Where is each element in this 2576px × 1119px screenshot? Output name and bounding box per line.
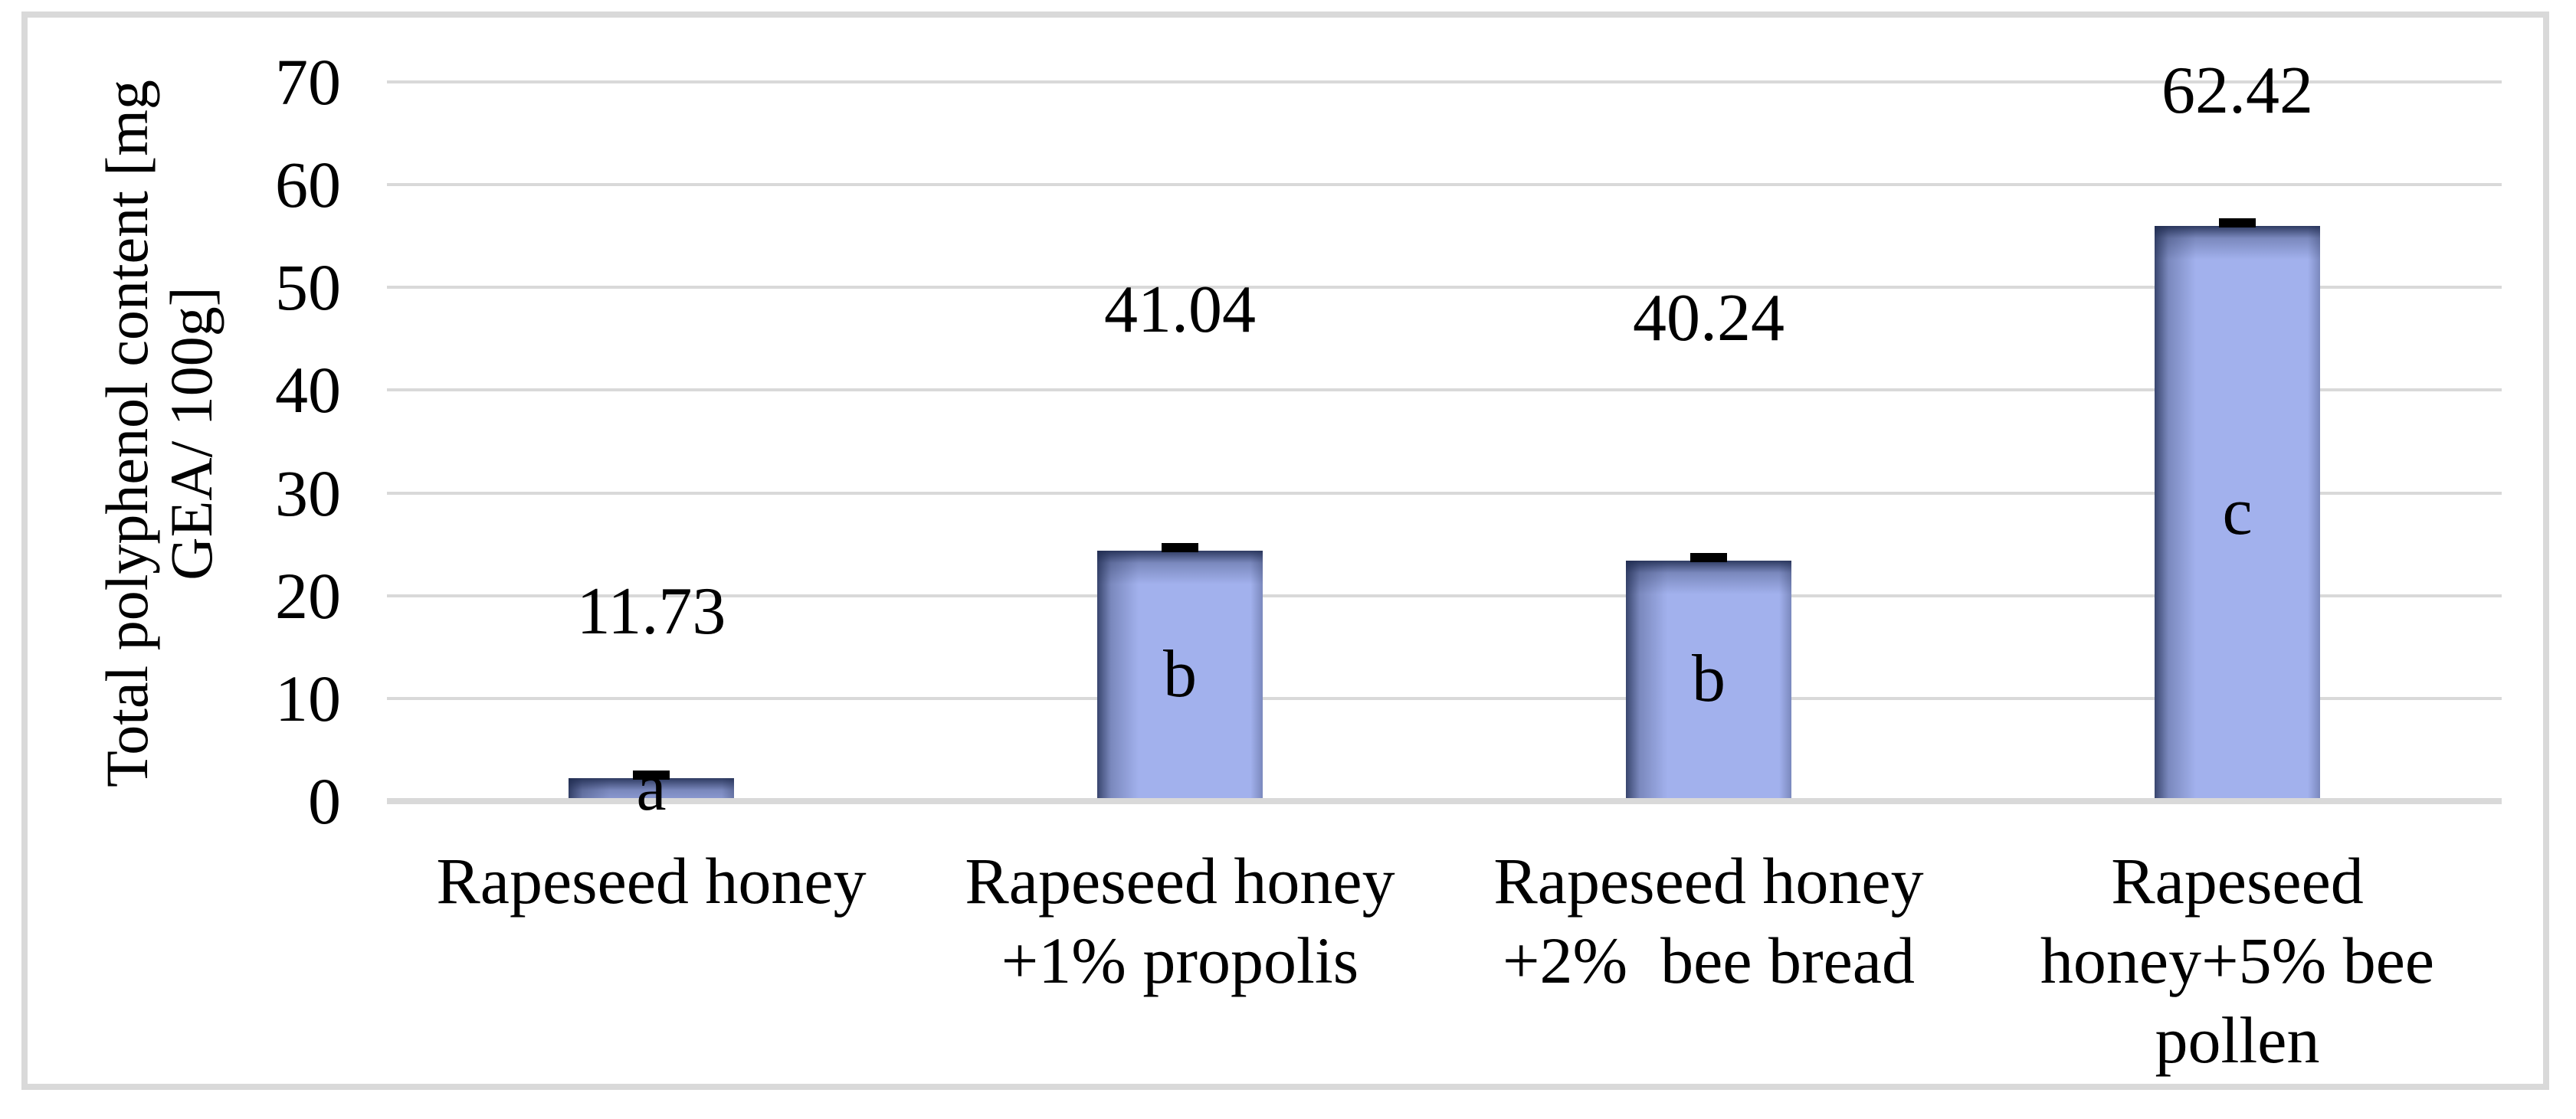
bar-rapeseed-honey: a <box>569 754 734 821</box>
bar-group-propolis: 41.04 b <box>1097 276 1263 798</box>
significance-letter: b <box>1163 636 1197 712</box>
y-tick-70: 70 <box>275 45 341 119</box>
gridline-30 <box>387 491 2502 495</box>
bar-group-bee-bread: 40.24 b <box>1626 285 1791 798</box>
bar-propolis: b <box>1097 543 1263 798</box>
error-bar-cap <box>1162 543 1198 553</box>
chart-frame <box>21 11 2549 1090</box>
x-label-bee-pollen: Rapeseed honey+5% bee pollen <box>2040 844 2435 1077</box>
y-tick-0: 0 <box>308 764 341 838</box>
x-axis-line <box>387 798 2502 804</box>
error-bar-cap <box>633 770 670 780</box>
gridline-70 <box>387 80 2502 83</box>
gridline-10 <box>387 696 2502 700</box>
x-axis-labels: Rapeseed honey Rapeseed honey +1% propol… <box>387 841 2502 1080</box>
significance-letter: a <box>636 750 667 825</box>
y-axis-title: Total polyphenol content [mg GEA/ 100g] <box>93 80 224 787</box>
gridline-20 <box>387 594 2502 597</box>
bar-value-label: 40.24 <box>1633 281 1785 356</box>
error-bar-cap <box>1690 552 1727 562</box>
y-tick-60: 60 <box>275 148 341 221</box>
y-tick-20: 20 <box>275 559 341 633</box>
x-label-rapeseed-honey: Rapeseed honey <box>436 844 867 918</box>
y-tick-40: 40 <box>275 353 341 427</box>
significance-letter: b <box>1692 641 1726 716</box>
y-tick-30: 30 <box>275 456 341 530</box>
bar-bee-bread: b <box>1626 552 1791 798</box>
bar-value-label: 41.04 <box>1104 273 1256 348</box>
gridline-60 <box>387 183 2502 187</box>
bar-value-label: 11.73 <box>576 574 726 649</box>
error-bar-cap <box>2219 218 2256 228</box>
gridline-50 <box>387 286 2502 290</box>
plot-area: 11.73 a 41.04 b 40.24 b 62.42 c <box>387 57 2502 821</box>
bar-value-label: 62.42 <box>2161 53 2313 128</box>
gridline-40 <box>387 388 2502 392</box>
bar-group-bee-pollen: 62.42 c <box>2155 57 2320 798</box>
bar-bee-pollen: c <box>2155 218 2320 798</box>
bar-group-rapeseed-honey: 11.73 a <box>569 577 734 821</box>
y-axis-title-line2: GEA/ 100g] <box>158 286 224 581</box>
significance-letter: c <box>2222 474 2253 549</box>
x-label-propolis: Rapeseed honey +1% propolis <box>965 844 1395 997</box>
y-tick-10: 10 <box>275 662 341 735</box>
x-label-bee-bread: Rapeseed honey +2% bee bread <box>1493 844 1924 997</box>
y-axis-title-line1: Total polyphenol content [mg <box>93 80 160 787</box>
y-tick-50: 50 <box>275 250 341 324</box>
